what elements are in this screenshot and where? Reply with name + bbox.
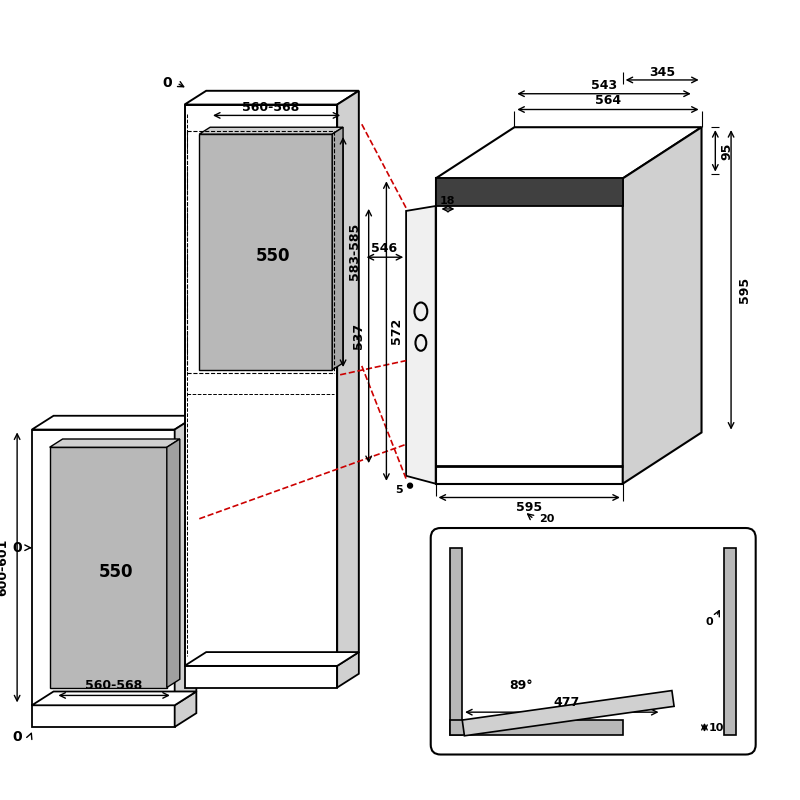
Polygon shape bbox=[185, 666, 337, 687]
Text: 89°: 89° bbox=[510, 679, 533, 692]
Text: 550: 550 bbox=[256, 247, 290, 266]
Polygon shape bbox=[32, 706, 174, 727]
Text: 560-568: 560-568 bbox=[242, 101, 299, 114]
Polygon shape bbox=[622, 127, 702, 484]
Text: 572: 572 bbox=[390, 318, 402, 344]
Text: 18: 18 bbox=[440, 196, 455, 206]
Polygon shape bbox=[174, 691, 196, 727]
Polygon shape bbox=[32, 416, 196, 430]
Polygon shape bbox=[724, 548, 736, 735]
Text: 10: 10 bbox=[709, 723, 724, 733]
Text: 5: 5 bbox=[395, 485, 403, 494]
Polygon shape bbox=[450, 720, 622, 735]
Text: 0: 0 bbox=[12, 730, 22, 744]
Polygon shape bbox=[199, 134, 332, 370]
Polygon shape bbox=[337, 652, 359, 687]
Text: 583-585: 583-585 bbox=[348, 222, 362, 280]
Polygon shape bbox=[185, 90, 359, 105]
Polygon shape bbox=[185, 105, 337, 666]
FancyBboxPatch shape bbox=[430, 528, 756, 754]
Text: 345: 345 bbox=[649, 66, 675, 78]
Text: 0: 0 bbox=[162, 76, 172, 90]
Text: 595: 595 bbox=[516, 501, 542, 514]
Polygon shape bbox=[462, 690, 674, 736]
Text: 546: 546 bbox=[371, 242, 398, 255]
Polygon shape bbox=[185, 652, 359, 666]
Text: 0: 0 bbox=[12, 541, 22, 554]
Text: 560-568: 560-568 bbox=[85, 679, 142, 692]
Ellipse shape bbox=[407, 483, 413, 488]
Polygon shape bbox=[32, 691, 196, 706]
Polygon shape bbox=[436, 127, 702, 178]
Polygon shape bbox=[199, 127, 343, 134]
Text: 564: 564 bbox=[595, 94, 621, 107]
Polygon shape bbox=[332, 127, 343, 370]
Polygon shape bbox=[450, 548, 462, 735]
Text: 537: 537 bbox=[352, 323, 366, 349]
Polygon shape bbox=[174, 416, 196, 706]
Text: 477: 477 bbox=[554, 696, 580, 709]
Text: 595: 595 bbox=[738, 277, 751, 302]
Text: 600-601: 600-601 bbox=[0, 538, 9, 596]
Polygon shape bbox=[167, 439, 180, 687]
Text: 20: 20 bbox=[539, 514, 554, 524]
Polygon shape bbox=[406, 206, 436, 484]
Text: 0: 0 bbox=[706, 617, 714, 626]
Polygon shape bbox=[50, 447, 167, 687]
Polygon shape bbox=[32, 430, 174, 706]
Polygon shape bbox=[50, 439, 180, 447]
Polygon shape bbox=[337, 90, 359, 666]
Polygon shape bbox=[436, 178, 622, 206]
Polygon shape bbox=[436, 178, 622, 484]
Text: 95: 95 bbox=[721, 142, 734, 159]
Text: 550: 550 bbox=[98, 563, 133, 582]
Text: 543: 543 bbox=[591, 79, 617, 92]
